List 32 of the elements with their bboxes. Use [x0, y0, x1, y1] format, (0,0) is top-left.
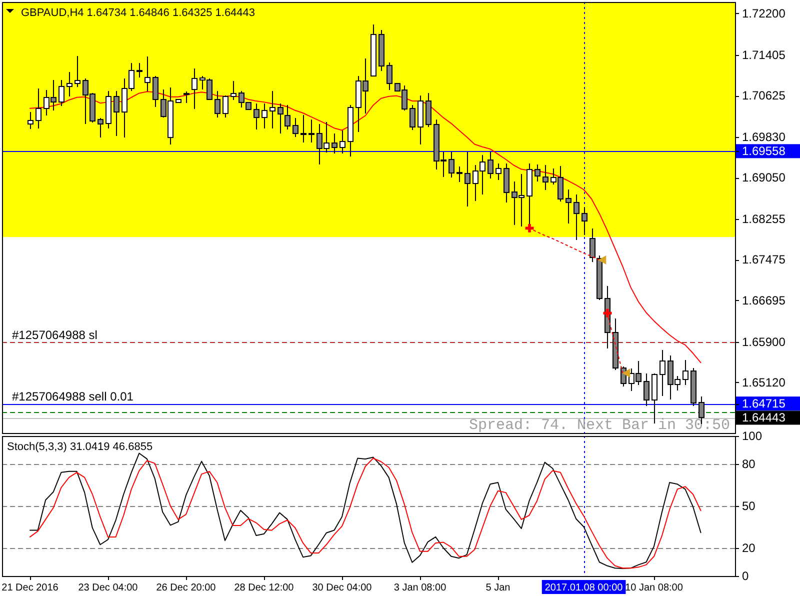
- y-tick-label: 1.69830: [742, 130, 786, 144]
- y-tick-label: 1.69558: [742, 144, 786, 158]
- y-tick-label: 80: [742, 457, 756, 471]
- x-tick-label: 23 Dec 04:00: [78, 582, 138, 594]
- x-tick-label: 5 Jan: [486, 582, 510, 594]
- x-tick-label: 26 Dec 20:00: [156, 582, 216, 594]
- y-tick-label: 1.66695: [742, 293, 786, 308]
- y-tick-label: 1.68255: [742, 212, 786, 226]
- x-tick-label: 21 Dec 2016: [2, 582, 59, 594]
- y-tick-label: 0: [742, 569, 749, 583]
- y-tick-label: 1.69050: [742, 170, 786, 185]
- y-tick-label: 1.67475: [742, 252, 786, 267]
- y-tick-label: 1.64443: [742, 410, 786, 425]
- y-tick-label: 1.71405: [742, 48, 786, 62]
- y-tick-label: 1.70625: [742, 88, 786, 103]
- y-tick-label: 20: [742, 541, 756, 555]
- ref-line-label: #1257064988 sell 0.01: [12, 390, 134, 404]
- chart-title: Stoch(5,3,3) 31.0419 46.6855: [7, 441, 153, 453]
- x-tick-label: 3 Jan 08:00: [394, 582, 447, 594]
- x-tick-label: 2017.01.08 00:00: [544, 582, 624, 594]
- x-tick-label: 10 Jan 08:00: [625, 582, 684, 594]
- chart-title: GBPAUD,H4 1.64734 1.64846 1.64325 1.64443: [21, 7, 256, 19]
- y-tick-label: 1.64715: [742, 396, 786, 411]
- x-tick-label: 28 Dec 12:00: [234, 582, 294, 594]
- y-tick-label: 1.65900: [742, 334, 786, 349]
- annotation: Spread: 74. Next Bar in 30:50: [468, 417, 730, 434]
- y-tick-label: 50: [742, 499, 756, 513]
- x-tick-label: 30 Dec 04:00: [312, 582, 372, 594]
- ref-line-label: #1257064988 sl: [12, 328, 98, 342]
- y-tick-label: 1.65120: [742, 375, 786, 390]
- y-tick-label: 1.72200: [742, 6, 786, 20]
- y-tick-label: 100: [742, 429, 762, 443]
